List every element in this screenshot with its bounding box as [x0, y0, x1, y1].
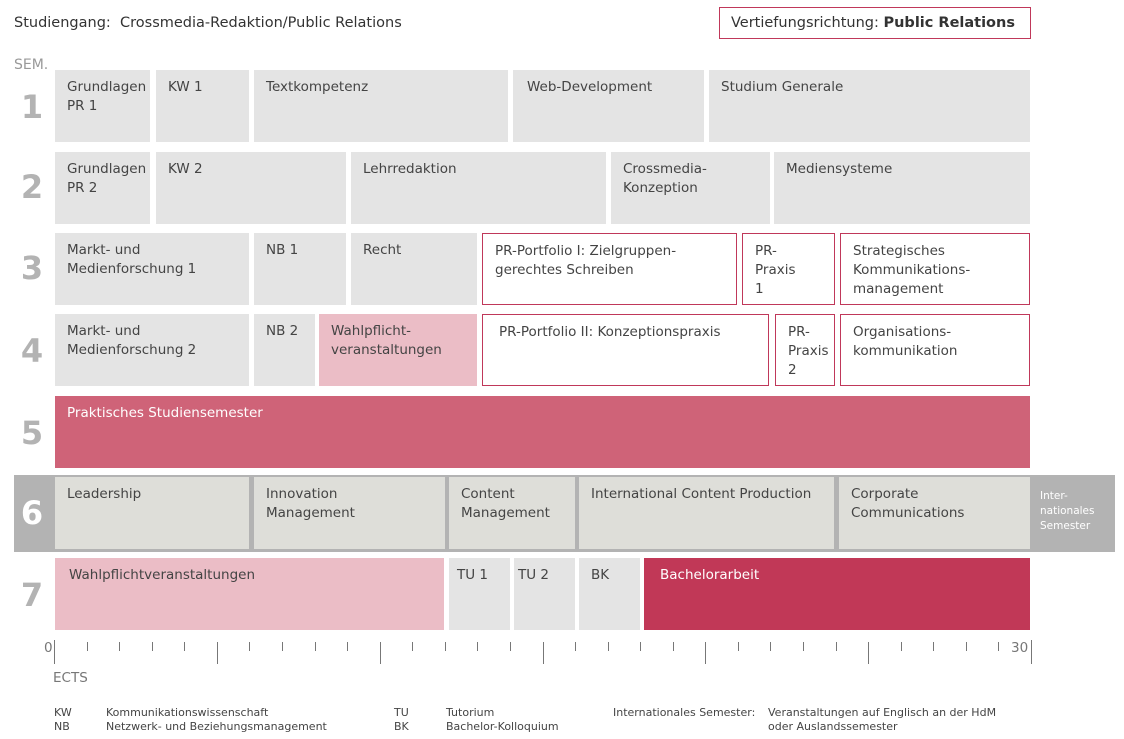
course-bachelorarbeit: Bachelorarbeit: [644, 558, 1030, 630]
legend-intl-label: Internationales Semester:: [613, 706, 756, 719]
course-wahlpflicht-4: Wahlpflicht-veranstaltungen: [319, 314, 477, 386]
course-recht: Recht: [351, 233, 477, 305]
course-pr-praxis-2: PR-Praxis 2: [775, 314, 835, 386]
axis-tick: [705, 642, 706, 664]
axis-tick: [184, 642, 185, 651]
semester-number-1: 1: [20, 88, 44, 126]
legend-bk-abbr: BK: [394, 720, 409, 733]
course-strategisches-kommunikationsmanagement: Strategisches Kommunikations-management: [840, 233, 1030, 305]
course-praktisches-studiensemester: Praktisches Studiensemester: [55, 396, 1030, 468]
international-semester-label: Inter-nationales Semester: [1040, 490, 1095, 532]
axis-tick: [380, 642, 381, 664]
course-textkompetenz: Textkompetenz: [254, 70, 508, 142]
axis-tick: [510, 642, 511, 651]
semester-number-5: 5: [20, 414, 44, 452]
course-web-development: Web-Development: [513, 70, 704, 142]
specialization-label: Vertiefungsrichtung:: [731, 15, 879, 31]
course-innovation-management: Innovation Management: [254, 477, 445, 549]
axis-tick: [282, 642, 283, 651]
course-wahlpflicht-7: Wahlpflichtveranstaltungen: [55, 558, 444, 630]
axis-tick: [608, 642, 609, 651]
legend-nb-abbr: NB: [54, 720, 70, 733]
axis-tick: [217, 642, 218, 664]
legend-kw-abbr: KW: [54, 706, 72, 719]
course-bk: BK: [579, 558, 640, 630]
axis-tick: [445, 642, 446, 651]
course-corporate-communications: Corporate Communications: [839, 477, 1030, 549]
legend-tu-text: Tutorium: [446, 706, 495, 719]
semester-number-7: 7: [20, 576, 44, 614]
axis-tick: [412, 642, 413, 651]
course-kw-2: KW 2: [156, 152, 346, 224]
semester-column-label: SEM.: [14, 57, 49, 73]
course-tu-1: TU 1: [449, 558, 510, 630]
axis-end-line: [1031, 640, 1032, 664]
legend-kw-text: Kommunikationswissenschaft: [106, 706, 269, 719]
semester-number-2: 2: [20, 168, 44, 206]
axis-start-label: 0: [44, 640, 53, 656]
course-leadership: Leadership: [55, 477, 249, 549]
semester-number-4: 4: [20, 332, 44, 370]
legend-nb-text: Netzwerk- und Beziehungsmanagement: [106, 720, 327, 733]
axis-tick: [966, 642, 967, 651]
axis-tick: [315, 642, 316, 651]
axis-tick: [249, 642, 250, 651]
course-mediensysteme: Mediensysteme: [774, 152, 1030, 224]
axis-tick: [803, 642, 804, 651]
axis-start-line: [54, 640, 55, 664]
course-nb-1: NB 1: [254, 233, 346, 305]
axis-tick: [543, 642, 544, 664]
course-international-content-production: International Content Production: [579, 477, 834, 549]
semester-number-3: 3: [20, 249, 44, 287]
axis-tick: [575, 642, 576, 651]
course-pr-portfolio-1: PR-Portfolio I: Zielgruppen-gerechtes Sc…: [482, 233, 737, 305]
course-crossmedia-konzeption: Crossmedia-Konzeption: [611, 152, 770, 224]
axis-tick: [738, 642, 739, 651]
axis-tick: [119, 642, 120, 651]
legend-bk-text: Bachelor-Kolloquium: [446, 720, 559, 733]
axis-tick: [868, 642, 869, 664]
legend-tu-abbr: TU: [394, 706, 409, 719]
axis-tick: [640, 642, 641, 651]
study-program-value: Crossmedia-Redaktion/Public Relations: [120, 15, 402, 31]
study-program-label: Studiengang:: [14, 15, 111, 31]
axis-unit-label: ECTS: [53, 670, 88, 686]
course-grundlagen-pr-1: Grundlagen PR 1: [55, 70, 150, 142]
axis-tick: [998, 642, 999, 651]
axis-end-label: 30: [1011, 640, 1029, 656]
course-marktforschung-2: Markt- und Medienforschung 2: [55, 314, 249, 386]
course-studium-generale: Studium Generale: [709, 70, 1030, 142]
course-grundlagen-pr-2: Grundlagen PR 2: [55, 152, 150, 224]
axis-tick: [836, 642, 837, 651]
axis-tick: [87, 642, 88, 651]
axis-tick: [770, 642, 771, 651]
axis-tick: [477, 642, 478, 651]
axis-tick: [933, 642, 934, 651]
course-pr-praxis-1: PR-Praxis 1: [742, 233, 835, 305]
course-content-management: Content Management: [449, 477, 575, 549]
axis-tick: [673, 642, 674, 651]
specialization-value: Public Relations: [883, 15, 1015, 31]
course-kw-1: KW 1: [156, 70, 249, 142]
axis-tick: [901, 642, 902, 651]
legend-intl-text-2: oder Auslandssemester: [768, 720, 898, 733]
course-organisationskommunikation: Organisations-kommunikation: [840, 314, 1030, 386]
course-lehrredaktion: Lehrredaktion: [351, 152, 606, 224]
course-marktforschung-1: Markt- und Medienforschung 1: [55, 233, 249, 305]
legend-intl-text-1: Veranstaltungen auf Englisch an der HdM: [768, 706, 997, 719]
axis-tick: [347, 642, 348, 651]
axis-tick: [152, 642, 153, 651]
course-pr-portfolio-2: PR-Portfolio II: Konzeptionspraxis: [482, 314, 769, 386]
specialization-box: Vertiefungsrichtung: Public Relations: [719, 7, 1031, 39]
course-tu-2: TU 2: [514, 558, 575, 630]
semester-number-6: 6: [20, 494, 44, 532]
study-program: Studiengang: Crossmedia-Redaktion/Public…: [14, 15, 402, 31]
course-nb-2: NB 2: [254, 314, 315, 386]
